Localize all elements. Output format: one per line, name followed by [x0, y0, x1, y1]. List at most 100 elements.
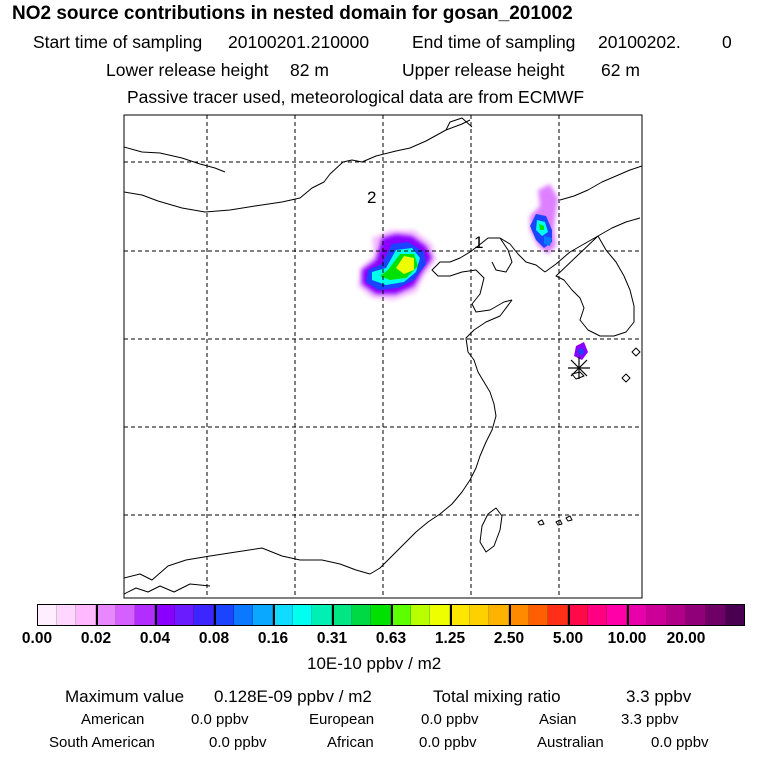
- colorbar-segment: [194, 604, 215, 626]
- mongolia-border: [124, 119, 471, 213]
- colorbar: [37, 604, 746, 626]
- colorbar-segment: [607, 604, 628, 626]
- colorbar-segment: [705, 604, 726, 626]
- star-icon: [568, 357, 590, 379]
- region-value-european: 0.0 ppbv: [421, 711, 479, 728]
- colorbar-segment: [135, 604, 156, 626]
- colorbar-segment: [115, 604, 136, 626]
- lower-release-height-label: Lower release height: [106, 60, 269, 80]
- colorbar-segment: [489, 604, 510, 626]
- colorbar-tick-label: 0.31: [316, 630, 348, 647]
- colorbar-segment: [450, 604, 470, 626]
- region-name-european: European: [309, 711, 375, 728]
- taiwan: [479, 507, 503, 553]
- concentration-plume-beijing: [358, 230, 436, 300]
- coastlines-borders: [124, 117, 642, 595]
- colorbar-tick-label: 10.00: [607, 630, 647, 647]
- region-value-australian: 0.0 ppbv: [651, 734, 709, 751]
- colorbar-segment: [646, 604, 667, 626]
- tracer-note: Passive tracer used, meteorological data…: [127, 87, 585, 107]
- colorbar-segment: [509, 604, 529, 626]
- end-time-label: End time of sampling: [412, 32, 576, 52]
- colorbar-tick-label: 0.00: [21, 630, 53, 647]
- colorbar-segment: [56, 604, 77, 626]
- colorbar-tick-label: 2.50: [493, 630, 525, 647]
- bohai-coast: [431, 237, 546, 313]
- south-china-coast: [124, 547, 371, 581]
- colorbar-segment: [174, 604, 195, 626]
- region-name-american: American: [81, 711, 145, 728]
- mongolia-ne-border: [445, 117, 473, 131]
- island-2: [555, 519, 563, 526]
- start-time-label: Start time of sampling: [33, 32, 203, 52]
- colorbar-segment: [391, 604, 411, 626]
- end-time-suffix: 0: [722, 32, 732, 52]
- russia-border-east: [559, 165, 642, 201]
- region-name-south-american: South American: [49, 734, 155, 751]
- colorbar-tick-label: 0.04: [139, 630, 171, 647]
- region-value-south-american: 0.0 ppbv: [209, 734, 267, 751]
- map-label-1: 1: [474, 233, 483, 252]
- island-1: [537, 519, 545, 526]
- colorbar-unit: 10E-10 ppbv / m2: [307, 654, 442, 673]
- colorbar-segment: [548, 604, 569, 626]
- island-3: [621, 373, 631, 383]
- grid-lines: [124, 115, 642, 598]
- concentration-plume-korea: [574, 342, 588, 360]
- colorbar-tick-label: 0.63: [375, 630, 407, 647]
- colorbar-tick-label: 0.08: [198, 630, 230, 647]
- colorbar-segment: [351, 604, 372, 626]
- upper-release-height-label: Upper release height: [402, 60, 565, 80]
- start-time-value: 20100201.210000: [228, 32, 370, 52]
- colorbar-segment: [96, 604, 116, 626]
- colorbar-segment: [332, 604, 352, 626]
- colorbar-segment: [568, 604, 588, 626]
- colorbar-segment: [410, 604, 431, 626]
- colorbar-segment: [273, 604, 293, 626]
- region-value-american: 0.0 ppbv: [191, 711, 249, 728]
- colorbar-tick-label: 5.00: [552, 630, 584, 647]
- map-panel: 2 1: [123, 114, 643, 599]
- colorbar-segment: [214, 604, 234, 626]
- total-mixing-ratio-label: Total mixing ratio: [433, 687, 561, 706]
- end-time-value: 20100202.: [598, 32, 681, 52]
- max-value: 0.128E-09 ppbv / m2: [214, 687, 372, 706]
- colorbar-segment: [312, 604, 333, 626]
- liaodong-peninsula: [491, 237, 513, 273]
- colorbar-tick-label: 0.16: [257, 630, 289, 647]
- max-value-label: Maximum value: [65, 687, 185, 706]
- colorbar-segment: [155, 604, 175, 626]
- colorbar-segment: [253, 604, 274, 626]
- china-east-coast: [369, 299, 513, 575]
- map-frame: [123, 114, 643, 599]
- russia-border-west: [124, 146, 226, 173]
- korea-coast: [544, 217, 641, 337]
- region-name-australian: Australian: [537, 734, 604, 751]
- region-name-african: African: [327, 734, 374, 751]
- plot-title: NO2 source contributions in nested domai…: [12, 3, 573, 24]
- concentration-plume-northeast: [530, 184, 558, 254]
- colorbar-segment: [666, 604, 687, 626]
- colorbar-tick-label: 20.00: [666, 630, 706, 647]
- colorbar-segment: [233, 604, 254, 626]
- jeju-island: [571, 371, 585, 380]
- colorbar-segment: [725, 604, 746, 626]
- colorbar-segment: [76, 604, 97, 626]
- island-5: [565, 515, 573, 522]
- colorbar-segment: [371, 604, 392, 626]
- colorbar-tick-label: 0.02: [80, 630, 112, 647]
- lower-release-height-value: 82 m: [290, 60, 329, 80]
- colorbar-segment: [37, 604, 57, 626]
- colorbar-tick-label: 1.25: [434, 630, 466, 647]
- region-value-african: 0.0 ppbv: [419, 734, 477, 751]
- colorbar-segment: [686, 604, 706, 626]
- colorbar-segment: [430, 604, 451, 626]
- colorbar-segment: [292, 604, 313, 626]
- region-name-asian: Asian: [539, 711, 577, 728]
- map-label-2: 2: [367, 188, 376, 207]
- colorbar-segment: [587, 604, 608, 626]
- total-mixing-ratio-value: 3.3 ppbv: [626, 687, 692, 706]
- region-value-asian: 3.3 ppbv: [621, 711, 679, 728]
- colorbar-segment: [528, 604, 549, 626]
- island-4: [631, 347, 641, 357]
